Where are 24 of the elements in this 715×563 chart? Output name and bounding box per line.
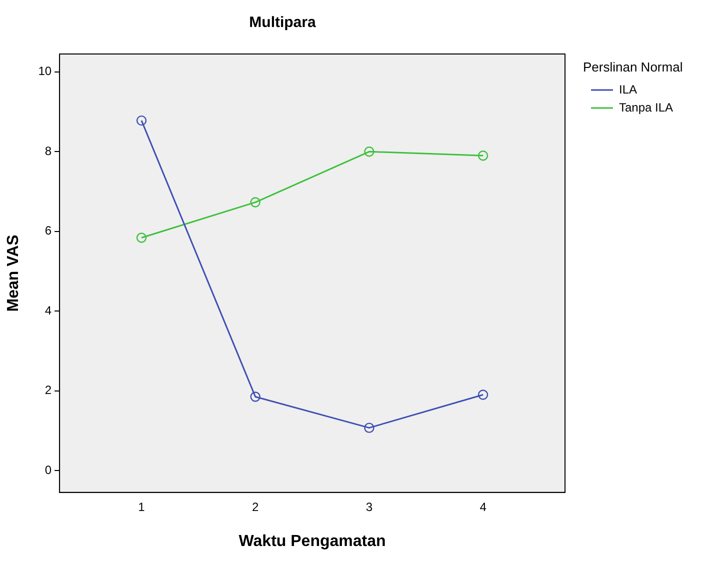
y-tick-label: 0: [44, 462, 52, 477]
point: [478, 150, 488, 161]
legend-title: Perslinan Normal: [583, 60, 683, 75]
legend-label: ILA: [619, 82, 638, 96]
x-axis-title: Waktu Pengamatan: [238, 532, 386, 550]
point: [136, 115, 147, 126]
point: [364, 146, 374, 157]
point: [136, 232, 147, 243]
y-tick-label: 4: [44, 303, 52, 318]
y-tick-label: 10: [38, 64, 52, 78]
point: [364, 422, 374, 433]
x-tick-label: 2: [252, 500, 260, 514]
point: [250, 197, 260, 208]
point: [478, 390, 488, 400]
y-tick-label: 8: [44, 144, 52, 158]
y-tick-label: 6: [44, 224, 52, 238]
x-tick-label: 1: [138, 500, 146, 514]
x-tick-label: 4: [480, 500, 487, 514]
x-tick-label: 3: [366, 500, 373, 514]
chart-title: Multipara: [249, 14, 316, 32]
y-axis-title: Mean VAS: [5, 234, 22, 312]
y-tick-label: 2: [44, 383, 52, 398]
point: [250, 392, 260, 402]
legend-label: Tanpa ILA: [619, 100, 674, 114]
